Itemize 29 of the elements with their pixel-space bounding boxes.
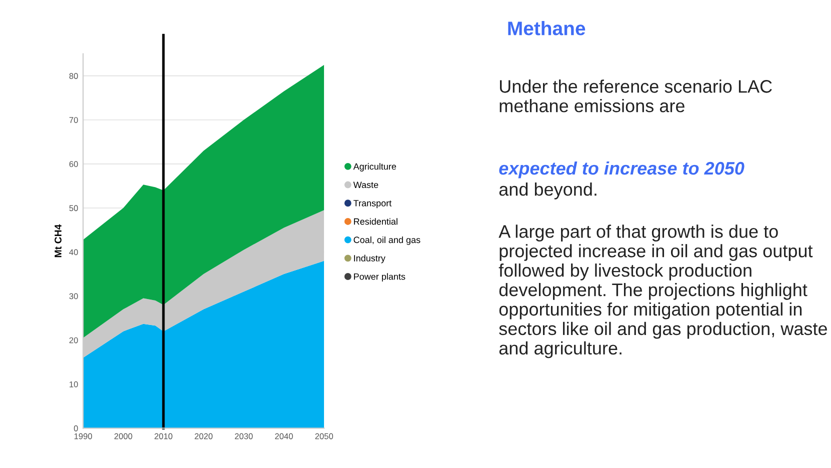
y-tick-label: 50 (69, 205, 78, 212)
x-tick-label: 2040 (275, 433, 293, 440)
legend-label: Waste (353, 182, 378, 188)
legend-label: Residential (354, 218, 398, 225)
x-tick-label: 1990 (74, 433, 92, 440)
y-tick-label: 60 (69, 161, 78, 168)
legend-label: Power plants (354, 273, 406, 282)
y-tick-label: 30 (69, 293, 78, 300)
x-tick-label: 2010 (154, 433, 172, 440)
text: Methane (508, 21, 586, 36)
y-axis-title: Mt CH4 (54, 224, 62, 258)
text: and beyond. (499, 182, 596, 200)
legend-label: Transport (353, 200, 392, 208)
y-tick-label: 10 (70, 381, 78, 388)
legend-label: Agriculture (353, 163, 396, 172)
y-tick-label: 20 (69, 337, 78, 344)
x-tick-label: 2030 (234, 433, 253, 440)
x-tick-label: 2050 (315, 433, 334, 440)
legend-label: Coal, oil and gas (354, 236, 420, 245)
x-tick-label: 2020 (194, 433, 213, 440)
x-tick-label: 2000 (114, 433, 132, 440)
y-tick-label: 0 (74, 425, 78, 432)
y-tick-label: 80 (69, 73, 78, 79)
legend-label: Industry (354, 254, 386, 264)
y-tick-label: 40 (69, 249, 78, 256)
text: Under the reference scenario LAC methane emissions are (500, 80, 772, 112)
y-tick-label: 70 (69, 117, 78, 123)
text: expected to increase to 2050 (499, 161, 744, 178)
text: A large part of that growth is due to projected increase in oil and gas output followed by livestock production development. The projections highlight opportunities for mitigation potential in sectors like oil and gas production, waste and agriculture. (498, 224, 827, 358)
